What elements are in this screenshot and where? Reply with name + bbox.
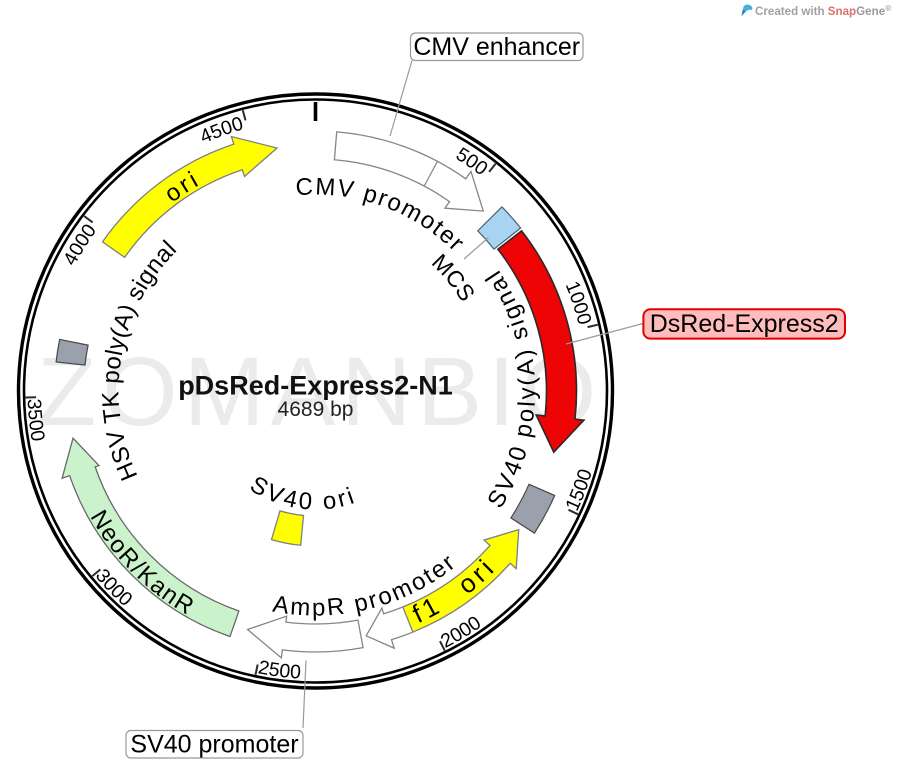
svg-text:4689 bp: 4689 bp (278, 398, 354, 421)
svg-text:pDsRed-Express2-N1: pDsRed-Express2-N1 (178, 371, 453, 401)
svg-text:Created with SnapGene®: Created with SnapGene® (755, 3, 892, 18)
svg-text:CMV enhancer: CMV enhancer (413, 33, 580, 61)
svg-text:SV40 promoter: SV40 promoter (130, 731, 298, 759)
svg-text:DsRed-Express2: DsRed-Express2 (650, 310, 839, 338)
